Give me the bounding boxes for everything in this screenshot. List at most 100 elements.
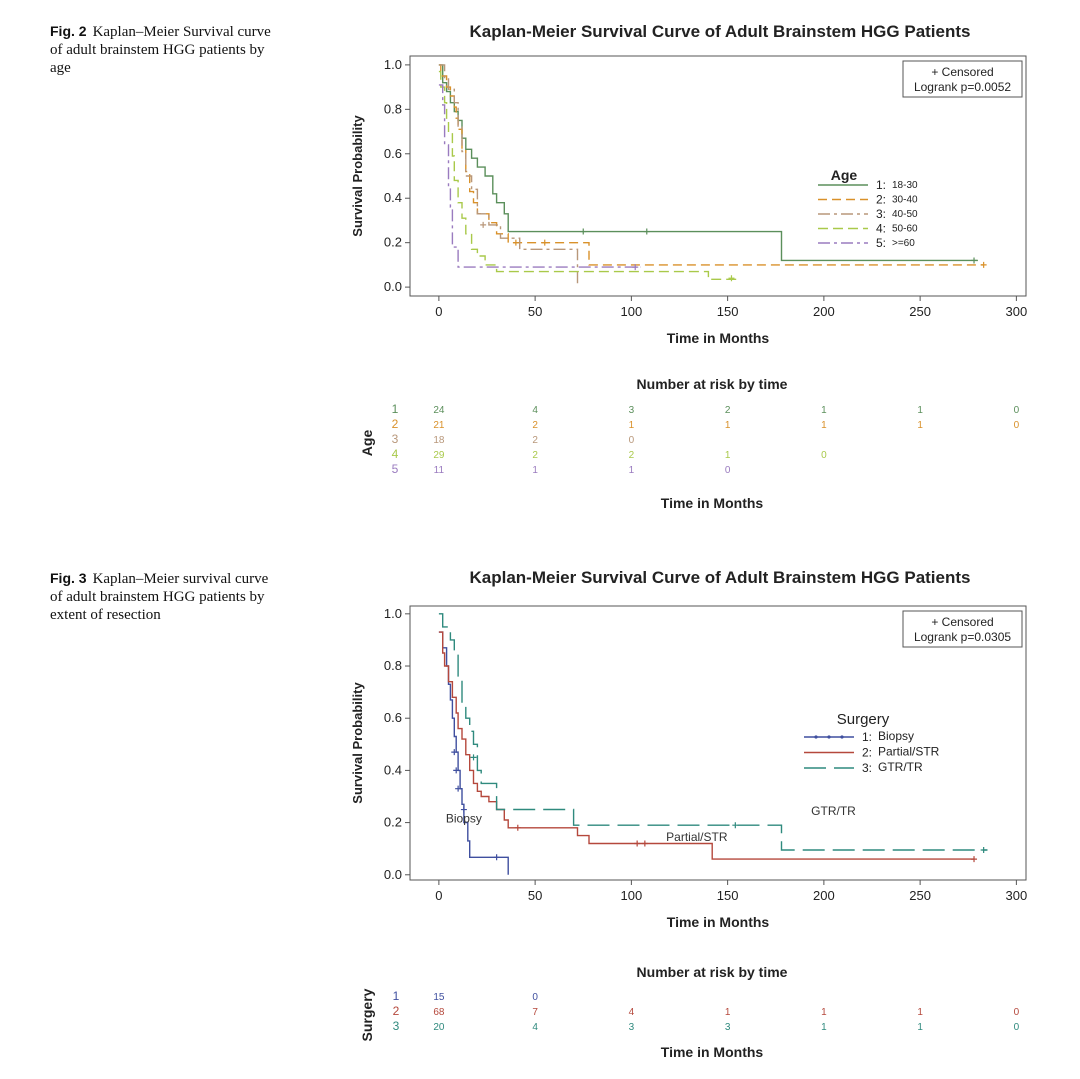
figure-3-caption-text: Kaplan–Meier survival curve of adult bra… [50,571,269,623]
survival-curve-4 [438,70,738,280]
risk-row-group: 1 [393,989,400,1003]
figure-2-label: Fig. 2 [50,23,87,39]
risk-count: 0 [725,465,731,476]
x-tick-label: 0 [435,888,442,903]
risk-count: 68 [433,1007,445,1018]
censor-mark-3 [980,846,987,853]
legend-label-3: GTR/TR [878,760,923,774]
x-tick-label: 250 [909,888,931,903]
risk-count: 20 [433,1022,445,1033]
risk-count: 1 [725,420,731,431]
risk-count: 1 [917,1022,923,1033]
legend-censored-label: + Censored [931,65,993,79]
legend-code-2: 2: [876,193,886,207]
risk-row-group: 4 [392,447,399,461]
risk-count: 4 [629,1007,635,1018]
legend-logrank-label: Logrank p=0.0305 [914,630,1011,644]
risk-count: 1 [821,420,827,431]
censor-mark-1 [971,257,978,264]
risk-group-label: Surgery [359,988,375,1041]
y-tick-label: 1.0 [384,57,402,72]
risk-count: 0 [629,435,635,446]
risk-count: 1 [532,465,538,476]
chart-title: Kaplan-Meier Survival Curve of Adult Bra… [470,22,971,41]
risk-count: 3 [725,1022,731,1033]
censor-mark-1 [453,767,460,774]
censor-mark-3 [480,221,487,228]
survival-curve-2 [438,64,984,266]
risk-count: 0 [821,450,827,461]
x-axis-label: Time in Months [667,914,770,930]
x-tick-label: 200 [813,888,835,903]
figure-3-caption: Fig. 3 Kaplan–Meier survival curve of adu… [50,569,280,624]
survival-curve-1 [438,64,978,262]
legend-label-1: Biopsy [878,729,914,743]
risk-count: 0 [1014,405,1020,416]
censor-mark-2 [634,840,641,847]
risk-count: 1 [629,420,635,431]
censor-mark-3 [732,822,739,829]
risk-count: 7 [532,1007,538,1018]
plot-frame [409,605,1027,881]
risk-count: 1 [725,450,731,461]
chart-title: Kaplan-Meier Survival Curve of Adult Bra… [470,568,971,587]
legend-code-1: 1: [876,178,886,192]
risk-row-group: 2 [393,1004,400,1018]
survival-curve-1 [438,631,509,875]
x-tick-label: 0 [435,304,442,319]
censor-mark-2 [512,239,519,246]
y-tick-label: 0.6 [384,146,402,161]
risk-row-group: 3 [393,1019,400,1033]
x-tick-label: 100 [621,888,643,903]
risk-count: 1 [821,1007,827,1018]
risk-count: 1 [917,1007,923,1018]
risk-table-title: Number at risk by time [637,376,788,392]
x-tick-label: 250 [909,304,931,319]
risk-count: 1 [917,405,923,416]
risk-count: 0 [1014,420,1020,431]
y-tick-label: 0.0 [384,279,402,294]
survival-curve-2 [438,631,974,860]
censor-mark-4 [728,275,735,282]
risk-count: 4 [532,1022,538,1033]
curve-annotation: Partial/STR [666,830,728,844]
risk-count: 2 [725,405,731,416]
risk-count: 29 [433,450,445,461]
censor-mark-2 [980,261,987,268]
legend-title: Age [831,167,858,183]
x-tick-label: 50 [528,888,542,903]
survival-curve-5 [438,84,641,268]
figure-2-caption: Fig. 2 Kaplan–Meier Survival curve of adu… [50,22,280,77]
risk-table-title: Number at risk by time [637,964,788,980]
y-tick-label: 0.0 [384,867,402,882]
x-tick-label: 50 [528,304,542,319]
km-chart-age: Kaplan-Meier Survival Curve of Adult Bra… [350,22,1027,511]
legend-code-4: 4: [876,222,886,236]
survival-curve-3 [438,613,988,851]
legend-code-1: 1: [862,730,872,744]
y-tick-label: 0.4 [384,762,402,777]
risk-count: 0 [532,992,538,1003]
censor-mark-2 [514,824,521,831]
legend-marker [827,735,831,739]
censor-mark-1 [580,228,587,235]
y-tick-label: 1.0 [384,606,402,621]
risk-count: 1 [821,1022,827,1033]
legend-code-3: 3: [876,207,886,221]
risk-count: 18 [433,435,445,446]
y-tick-label: 0.8 [384,658,402,673]
survival-curve-3 [438,64,579,288]
legend-censored-label: + Censored [931,615,993,629]
risk-count: 3 [629,1022,635,1033]
censor-mark-1 [493,854,500,861]
x-tick-label: 200 [813,304,835,319]
legend-label-5: >=60 [892,238,915,249]
risk-count: 1 [821,405,827,416]
censor-mark-1 [451,749,458,756]
risk-count: 0 [1014,1022,1020,1033]
y-axis-label: Survival Probability [350,682,365,804]
risk-row-group: 3 [392,432,399,446]
x-tick-label: 300 [1006,888,1028,903]
risk-count: 1 [725,1007,731,1018]
legend-label-2: Partial/STR [878,745,940,759]
